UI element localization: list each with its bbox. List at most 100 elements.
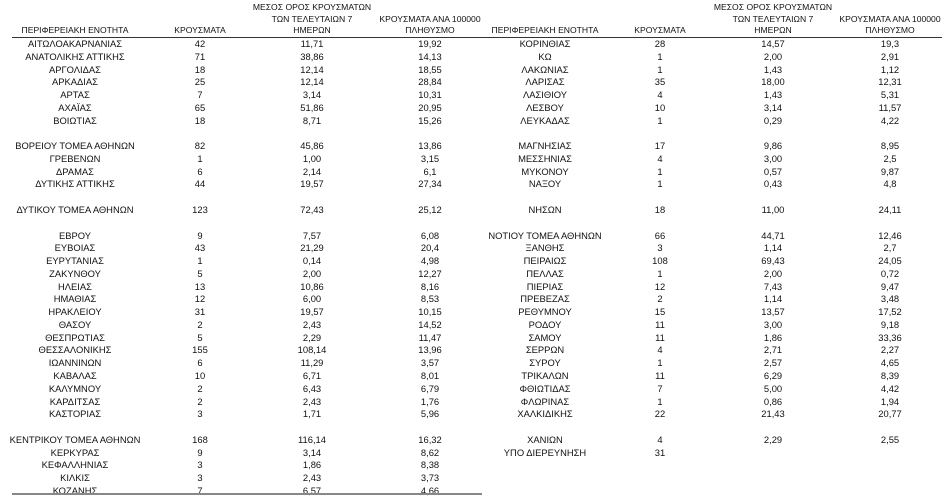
cases-cell: 13	[194, 280, 206, 292]
cases-cell: 1	[657, 357, 663, 369]
avg-7-days-cell: 0,86	[763, 395, 783, 407]
avg-7-days-cell: 11,00	[761, 204, 785, 215]
avg-7-days-cell: 2,57	[763, 357, 783, 369]
region-name-cell: ΠΙΕΡΙΑΣ	[526, 280, 564, 292]
cases-per-100k-cell: 24,11	[878, 204, 902, 215]
table-row: ΧΑΛΚΙΔΙΚΗΣ 22 21,43 20,77	[470, 408, 950, 421]
cases-per-100k-cell: 2,91	[880, 50, 900, 62]
table-row: ΙΩΑΝΝΙΝΩΝ 6 11,29 3,57	[0, 357, 480, 370]
cases-per-100k-cell: 12,31	[878, 76, 902, 88]
cases-per-100k-cell: 8,01	[420, 370, 440, 382]
column-header-cases: ΚΡΟΥΣΜΑΤΑ	[634, 25, 686, 35]
region-name-cell: ΝΟΤΙΟΥ ΤΟΜΕΑ ΑΘΗΝΩΝ	[488, 229, 602, 241]
table-row: ΡΕΘΥΜΝΟΥ 15 13,57 17,52	[470, 306, 950, 319]
cases-cell: 4	[657, 433, 663, 445]
cases-cell: 11	[655, 370, 665, 382]
cases-cell: 1	[657, 395, 663, 407]
cases-per-100k-cell: 13,96	[418, 344, 442, 356]
cases-per-100k-cell: 1,76	[420, 395, 440, 407]
cases-cell: 43	[194, 242, 206, 254]
table-row: ΘΕΣΣΑΛΟΝΙΚΗΣ 155 108,14 13,96	[0, 344, 480, 357]
table-row: ΚΑΣΤΟΡΙΑΣ 3 1,71 5,96	[0, 408, 480, 421]
column-header-avg-line3: ΗΜΕΡΩΝ	[293, 25, 331, 35]
avg-7-days-cell: 3,00	[763, 318, 783, 330]
avg-7-days-cell: 2,29	[763, 433, 783, 445]
cases-per-100k-cell: 12,46	[878, 229, 902, 241]
region-name-cell: ΝΑΞΟΥ	[528, 178, 562, 190]
avg-7-days-cell: 3,14	[302, 89, 322, 101]
cases-cell: 2	[197, 318, 203, 330]
region-name-cell: ΛΑΣΙΘΙΟΥ	[522, 89, 568, 101]
avg-7-days-cell: 11,29	[300, 357, 324, 369]
region-name-cell: ΛΕΣΒΟΥ	[526, 101, 564, 113]
cases-per-100k-cell: 10,15	[418, 306, 442, 318]
region-name-cell: ΠΡΕΒΕΖΑΣ	[520, 293, 570, 305]
right-table: ΠΕΡΙΦΕΡΕΙΑΚΗ ΕΝΟΤΗΤΑ ΚΡΟΥΣΜΑΤΑ ΜΕΣΟΣ ΟΡΟΣ …	[470, 0, 950, 497]
cases-per-100k-cell: 25,12	[418, 204, 442, 215]
avg-7-days-cell: 2,00	[763, 267, 783, 279]
table-row: ΛΑΚΩΝΙΑΣ 1 1,43 1,12	[470, 64, 950, 77]
cases-cell: 12	[194, 293, 206, 305]
cases-cell: 108	[652, 255, 668, 267]
table-row: ΘΕΣΠΡΩΤΙΑΣ 5 2,29 11,47	[0, 332, 480, 345]
cases-per-100k-cell: 14,52	[418, 318, 442, 330]
table-row: ΚΑΡΔΙΤΣΑΣ 2 2,43 1,76	[0, 396, 480, 409]
avg-7-days-cell: 1,43	[763, 89, 783, 101]
table-row: ΜΕΣΣΗΝΙΑΣ 4 3,00 2,5	[470, 153, 950, 166]
cases-per-100k-cell: 20,4	[420, 242, 440, 254]
avg-7-days-cell: 0,14	[302, 255, 322, 267]
cases-per-100k-cell: 4,8	[883, 178, 897, 190]
table-row: ΦΛΩΡΙΝΑΣ 1 0,86 1,94	[470, 396, 950, 409]
region-name-cell: ΡΟΔΟΥ	[528, 318, 562, 330]
cases-cell: 5	[197, 331, 203, 343]
table-row: ΑΡΚΑΔΙΑΣ 25 12,14 28,84	[0, 76, 480, 89]
region-name-cell: ΑΧΑΪΑΣ	[58, 101, 92, 113]
region-name-cell: ΥΠΟ ΔΙΕΡΕΥΝΗΣΗ	[503, 446, 587, 458]
cases-cell: 1	[197, 255, 203, 267]
table-row: ΜΑΓΝΗΣΙΑΣ 17 9,86 8,95	[470, 140, 950, 153]
region-name-cell: ΗΛΕΙΑΣ	[58, 280, 92, 292]
avg-7-days-cell: 10,86	[300, 280, 324, 292]
cases-per-100k-cell: 4,22	[880, 114, 900, 126]
table-row: ΚΩ 1 2,00 2,91	[470, 51, 950, 64]
region-name-cell: ΑΝΑΤΟΛΙΚΗΣ ΑΤΤΙΚΗΣ	[25, 50, 125, 62]
avg-7-days-cell: 6,57	[302, 484, 322, 496]
avg-7-days-cell: 18,00	[761, 76, 785, 88]
cases-cell: 71	[194, 50, 206, 62]
avg-7-days-cell: 2,00	[302, 267, 322, 279]
region-name-cell: ΚΟΖΑΝΗΣ	[52, 484, 98, 496]
cases-cell: 168	[192, 433, 208, 445]
table-row: ΣΕΡΡΩΝ 4 2,71 2,27	[470, 344, 950, 357]
avg-7-days-cell: 9,86	[763, 140, 783, 152]
table-row: ΓΡΕΒΕΝΩΝ 1 1,00 3,15	[0, 153, 480, 166]
cases-cell: 4	[657, 89, 663, 101]
cases-per-100k-cell: 20,77	[878, 408, 902, 420]
cases-per-100k-cell: 19,3	[880, 38, 900, 49]
avg-7-days-cell: 2,71	[763, 344, 783, 356]
table-row: ΜΥΚΟΝΟΥ 1 0,57 9,87	[470, 166, 950, 179]
region-name-cell: ΔΥΤΙΚΟΥ ΤΟΜΕΑ ΑΘΗΝΩΝ	[16, 204, 134, 215]
cases-per-100k-cell: 9,18	[880, 318, 900, 330]
region-name-cell: ΑΡΤΑΣ	[60, 89, 90, 101]
cases-cell: 2	[197, 382, 203, 394]
cases-cell: 5	[197, 267, 203, 279]
cases-per-100k-cell: 0,72	[880, 267, 900, 279]
avg-7-days-cell: 2,29	[302, 331, 322, 343]
cases-cell: 15	[654, 306, 666, 318]
table-row: ΒΟΙΩΤΙΑΣ 18 8,71 15,26	[0, 115, 480, 128]
avg-7-days-cell: 1,71	[302, 408, 322, 420]
cases-per-100k-cell: 8,38	[420, 459, 440, 471]
avg-7-days-cell: 44,71	[761, 229, 785, 241]
cases-cell: 3	[197, 459, 203, 471]
column-header-avg-line2: ΤΩΝ ΤΕΛΕΥΤΑΙΩΝ 7	[271, 13, 353, 24]
table-row: ΑΡΤΑΣ 7 3,14 10,31	[0, 89, 480, 102]
cases-per-100k-cell: 6,79	[420, 382, 440, 394]
cases-cell: 6	[197, 357, 203, 369]
region-name-cell: ΘΕΣΠΡΩΤΙΑΣ	[45, 331, 105, 343]
column-header-region: ΠΕΡΙΦΕΡΕΙΑΚΗ ΕΝΟΤΗΤΑ	[491, 25, 599, 35]
region-name-cell: ΘΕΣΣΑΛΟΝΙΚΗΣ	[38, 344, 112, 356]
cases-per-100k-cell: 27,34	[418, 178, 442, 190]
cases-cell: 155	[192, 344, 208, 356]
table-row: ΡΟΔΟΥ 11 3,00 9,18	[470, 319, 950, 332]
cases-per-100k-cell: 1,94	[880, 395, 900, 407]
